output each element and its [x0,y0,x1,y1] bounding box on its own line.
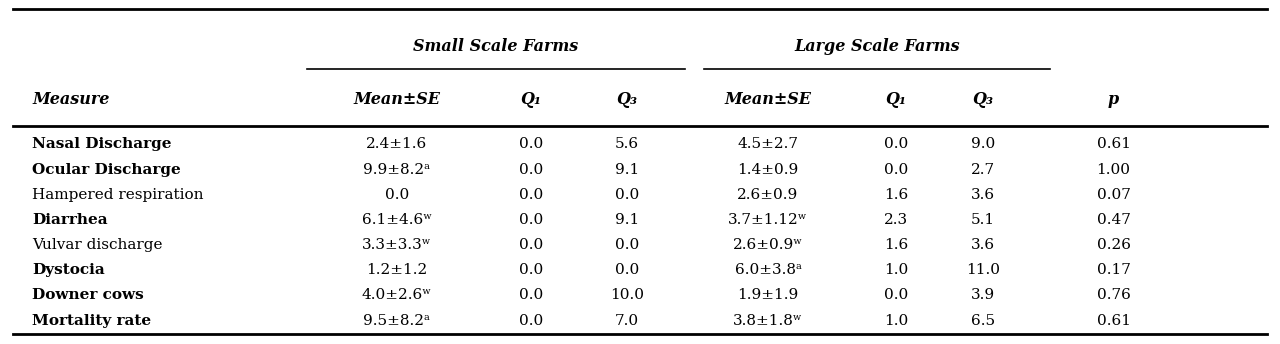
Text: 1.00: 1.00 [1097,163,1130,176]
Text: 9.1: 9.1 [616,213,639,227]
Text: p: p [1108,91,1119,108]
Text: 2.7: 2.7 [972,163,995,176]
Text: 0.0: 0.0 [520,289,543,302]
Text: 5.6: 5.6 [616,138,639,151]
Text: Mean±SE: Mean±SE [353,91,440,108]
Text: 5.1: 5.1 [972,213,995,227]
Text: Q₁: Q₁ [886,91,906,108]
Text: 1.9±1.9: 1.9±1.9 [737,289,799,302]
Text: 3.6: 3.6 [972,188,995,202]
Text: 1.6: 1.6 [884,238,908,252]
Text: 11.0: 11.0 [966,263,1000,277]
Text: 0.0: 0.0 [385,188,408,202]
Text: 4.5±2.7: 4.5±2.7 [737,138,799,151]
Text: 9.5±8.2ᵃ: 9.5±8.2ᵃ [364,314,430,327]
Text: 1.2±1.2: 1.2±1.2 [366,263,428,277]
Text: Nasal Discharge: Nasal Discharge [32,138,172,151]
Text: 0.0: 0.0 [884,138,908,151]
Text: 0.47: 0.47 [1097,213,1130,227]
Text: Measure: Measure [32,91,109,108]
Text: 0.0: 0.0 [520,163,543,176]
Text: Q₁: Q₁ [521,91,541,108]
Text: Dystocia: Dystocia [32,263,105,277]
Text: 6.5: 6.5 [972,314,995,327]
Text: 7.0: 7.0 [616,314,639,327]
Text: 0.07: 0.07 [1097,188,1130,202]
Text: Vulvar discharge: Vulvar discharge [32,238,163,252]
Text: 0.0: 0.0 [520,263,543,277]
Text: 1.0: 1.0 [884,314,908,327]
Text: 0.0: 0.0 [520,238,543,252]
Text: 0.61: 0.61 [1097,138,1130,151]
Text: Mortality rate: Mortality rate [32,314,151,327]
Text: 1.4±0.9: 1.4±0.9 [737,163,799,176]
Text: 0.0: 0.0 [520,314,543,327]
Text: 0.0: 0.0 [616,263,639,277]
Text: 9.9±8.2ᵃ: 9.9±8.2ᵃ [364,163,430,176]
Text: 0.76: 0.76 [1097,289,1130,302]
Text: Downer cows: Downer cows [32,289,143,302]
Text: 4.0±2.6ʷ: 4.0±2.6ʷ [362,289,431,302]
Text: Q₃: Q₃ [973,91,993,108]
Text: 0.0: 0.0 [520,213,543,227]
Text: 0.0: 0.0 [884,289,908,302]
Text: 10.0: 10.0 [611,289,644,302]
Text: 0.0: 0.0 [520,138,543,151]
Text: 9.0: 9.0 [972,138,995,151]
Text: 3.8±1.8ʷ: 3.8±1.8ʷ [733,314,803,327]
Text: Ocular Discharge: Ocular Discharge [32,163,180,176]
Text: 0.0: 0.0 [616,188,639,202]
Text: 9.1: 9.1 [616,163,639,176]
Text: 2.6±0.9: 2.6±0.9 [737,188,799,202]
Text: 3.3±3.3ʷ: 3.3±3.3ʷ [362,238,431,252]
Text: 0.26: 0.26 [1097,238,1130,252]
Text: 0.0: 0.0 [520,188,543,202]
Text: 0.17: 0.17 [1097,263,1130,277]
Text: Mean±SE: Mean±SE [724,91,812,108]
Text: 2.4±1.6: 2.4±1.6 [366,138,428,151]
Text: 1.6: 1.6 [884,188,908,202]
Text: 3.6: 3.6 [972,238,995,252]
Text: Small Scale Farms: Small Scale Farms [413,38,579,55]
Text: 3.7±1.12ʷ: 3.7±1.12ʷ [728,213,808,227]
Text: Diarrhea: Diarrhea [32,213,108,227]
Text: 6.1±4.6ʷ: 6.1±4.6ʷ [362,213,431,227]
Text: 0.0: 0.0 [616,238,639,252]
Text: 3.9: 3.9 [972,289,995,302]
Text: Q₃: Q₃ [617,91,637,108]
Text: 0.61: 0.61 [1097,314,1130,327]
Text: 2.3: 2.3 [884,213,908,227]
Text: 2.6±0.9ʷ: 2.6±0.9ʷ [733,238,803,252]
Text: 1.0: 1.0 [884,263,908,277]
Text: Large Scale Farms: Large Scale Farms [794,38,960,55]
Text: 0.0: 0.0 [884,163,908,176]
Text: Hampered respiration: Hampered respiration [32,188,204,202]
Text: 6.0±3.8ᵃ: 6.0±3.8ᵃ [735,263,801,277]
